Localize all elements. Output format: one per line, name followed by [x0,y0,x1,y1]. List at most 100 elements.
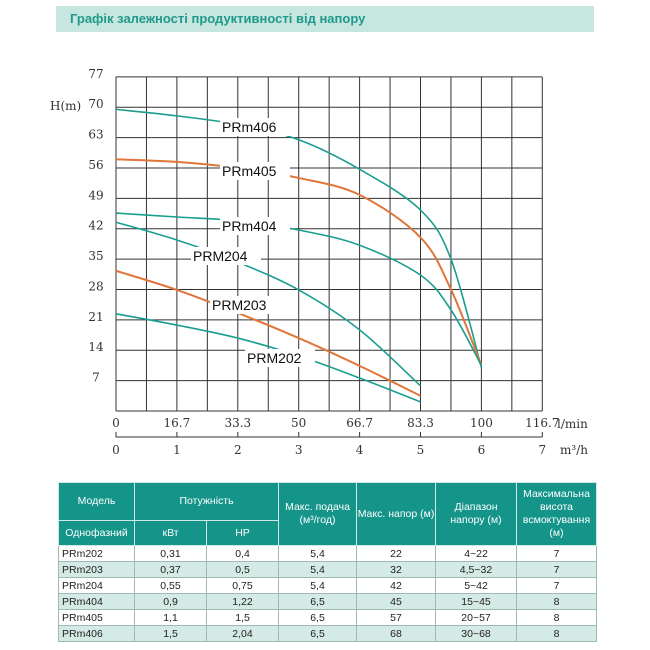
page-title: Графік залежності продуктивності від нап… [70,11,366,26]
curve-prm406 [115,108,483,368]
header-power: Потужність [133,482,280,521]
x-tick-label-lmin: 66.7 [346,416,373,430]
table-cell: PRm203 [58,561,135,578]
table-cell: 8 [516,625,598,642]
table-cell: 6,5 [278,593,358,610]
curve-label-prm404: PRm404 [222,218,277,234]
curve-label-prm203: PRM203 [212,297,267,313]
y-tick-label: 70 [88,97,103,111]
table-cell: 5~42 [435,577,518,594]
table-cell: 4~22 [435,545,518,562]
curve-prm203 [115,269,421,397]
x-tick-label-lmin: 33.3 [224,416,251,430]
chart-curves [115,108,483,403]
table-cell: PRm202 [58,545,135,562]
y-tick-label: 56 [88,158,103,172]
table-cell: 5,4 [278,545,358,562]
table-cell: 1,5 [205,609,280,626]
chart-grid [115,76,543,438]
curve-label-prm405: PRm405 [222,163,277,179]
table-row: PRm405 1,1 1,5 6,5 57 20~57 8 [58,609,598,626]
x-tick-label-m3h: 3 [295,443,303,457]
table-cell: 0,5 [205,561,280,578]
table-cell: 7 [516,545,598,562]
y-tick-label: 21 [88,310,103,324]
table-cell: PRm406 [58,625,135,642]
y-tick-label: 49 [88,188,103,202]
y-tick-label: 7 [92,371,100,385]
table-cell: 0,55 [134,577,207,594]
curve-label-prm204: PRM204 [193,248,248,264]
curve-prm204 [115,221,422,387]
header-suction: Максимальна висота всмоктування (м) [516,482,598,546]
table-cell: 42 [356,577,437,594]
curve-label-bg [245,349,315,367]
table-row: PRm406 1,5 2,04 6,5 68 30~68 8 [58,625,598,642]
y-tick-label: 35 [88,249,103,263]
x-tick-label-lmin: 116.7 [525,416,559,430]
header-range: Діапазон напору (м) [435,482,518,546]
curve-prm202 [115,312,421,403]
header-kw: кВт [134,520,207,546]
table-cell: 57 [356,609,437,626]
title-bar: Графік залежності продуктивності від нап… [56,6,594,32]
x-tick-label-m3h: 4 [356,443,364,457]
table-cell: 1,1 [134,609,207,626]
table-cell: 0,31 [134,545,207,562]
table-cell: 6,5 [278,625,358,642]
table-cell: 20~57 [435,609,518,626]
y-tick-label: 14 [88,340,104,354]
curve-label-bg [220,217,290,235]
table-cell: 4,5~32 [435,561,518,578]
x-tick-label-m3h: 5 [417,443,425,457]
table-cell: PRm404 [58,593,135,610]
table-cell: 8 [516,609,598,626]
table-cell: 22 [356,545,437,562]
table-cell: 45 [356,593,437,610]
x-tick-label-lmin: 83.3 [407,416,434,430]
table-cell: 8 [516,593,598,610]
table-cell: 6,5 [278,609,358,626]
table-cell: 7 [516,577,598,594]
table-cell: 5,4 [278,561,358,578]
x-tick-label-m3h: 1 [173,443,181,457]
header-head: Макс. напор (м) [356,482,437,546]
x-tick-label-lmin: 50 [291,416,306,430]
x-tick-label-m3h: 2 [234,443,242,457]
x-tick-label-lmin: 100 [470,416,493,430]
table-cell: 0,37 [134,561,207,578]
table-cell: 0,9 [134,593,207,610]
table-cell: 1,5 [134,625,207,642]
x-tick-label-m3h: 0 [112,443,120,457]
table-cell: PRm405 [58,609,135,626]
table-row: PRm204 0,55 0,75 5,4 42 5~42 7 [58,577,598,594]
x-axis-label-lmin: l/min [557,417,588,431]
table-cell: 2,04 [205,625,280,642]
x-tick-label-lmin: 16.7 [164,416,191,430]
table-cell: 7 [516,561,598,578]
y-tick-label: 77 [88,67,103,81]
table-cell: 5,4 [278,577,358,594]
curve-label-bg [220,118,290,136]
table-cell: 32 [356,561,437,578]
spec-table: Модель Потужність Макс. подача (м³/год) … [58,482,598,642]
header-phase: Однофазний [58,520,135,546]
header-hp: HP [205,520,280,546]
curve-label-prm202: PRM202 [247,350,302,366]
x-axis-label-m3h: m³/h [560,443,588,457]
y-tick-label: 42 [88,219,103,233]
curve-label-prm406: PRm406 [222,119,277,135]
x-tick-label-m3h: 7 [538,443,546,457]
x-tick-label-m3h: 6 [478,443,486,457]
table-cell: 30~68 [435,625,518,642]
table-cell: 68 [356,625,437,642]
curve-prm404 [115,212,483,366]
table-row: PRm202 0,31 0,4 5,4 22 4~22 7 [58,545,598,562]
curve-label-bg [210,296,280,314]
table-cell: PRm204 [58,577,135,594]
table-cell: 1,22 [205,593,280,610]
x-tick-label-lmin: 0 [112,416,120,430]
header-model: Модель [58,482,135,521]
y-tick-label: 28 [88,279,103,293]
curve-prm405 [115,158,483,366]
